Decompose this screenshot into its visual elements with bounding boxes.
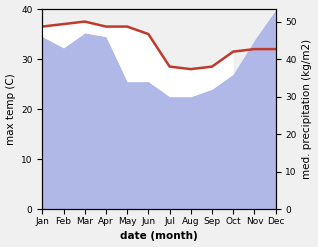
X-axis label: date (month): date (month) — [120, 231, 198, 242]
Y-axis label: med. precipitation (kg/m2): med. precipitation (kg/m2) — [302, 39, 313, 179]
Y-axis label: max temp (C): max temp (C) — [5, 73, 16, 145]
